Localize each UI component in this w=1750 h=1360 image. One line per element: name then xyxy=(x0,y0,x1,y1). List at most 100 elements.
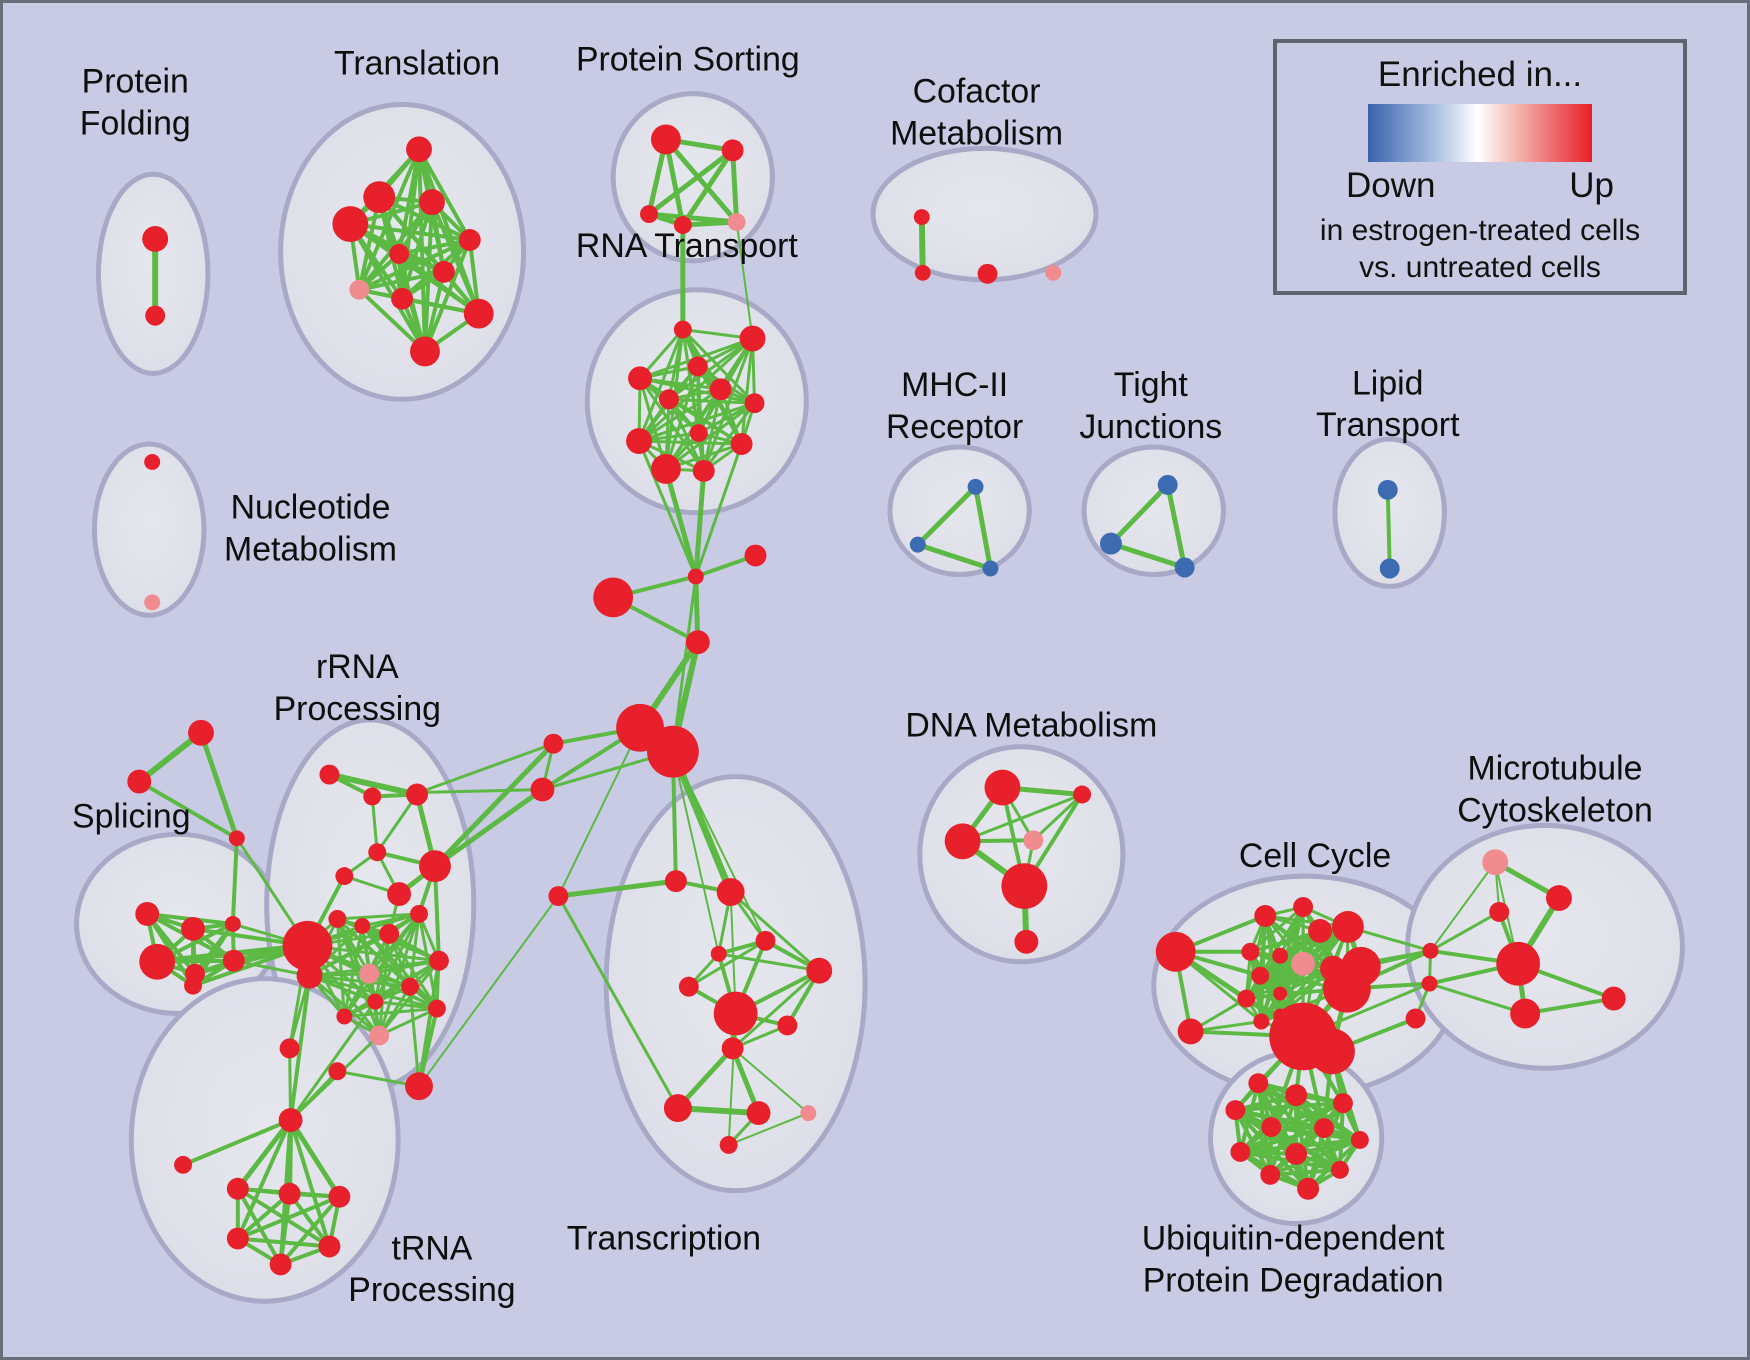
node-nm1 xyxy=(144,454,161,470)
edge-r25-tx1 xyxy=(555,878,679,899)
node-cc13 xyxy=(1323,964,1371,1013)
node-t7 xyxy=(432,260,455,283)
node-tj2 xyxy=(1100,532,1122,555)
node-t3 xyxy=(332,206,369,242)
node-hub0 xyxy=(282,920,333,971)
node-u7 xyxy=(1350,1131,1369,1149)
node-m7 xyxy=(1510,998,1541,1029)
node-tx3 xyxy=(710,945,727,962)
cluster-ellipse-mhc-ii-receptor xyxy=(887,444,1032,577)
node-cf1 xyxy=(913,209,930,226)
edge-mh1-mh3 xyxy=(973,484,993,571)
node-m4 xyxy=(1496,941,1541,986)
node-tx4 xyxy=(755,930,776,951)
cluster-label-cofactor-metabolism: Metabolism xyxy=(890,114,1063,152)
node-m3 xyxy=(1489,902,1510,922)
cluster-label-microtubule-cytoskeleton: Microtubule xyxy=(1468,750,1643,788)
edge-ch1-hub2 xyxy=(671,574,698,754)
edge-r22-r25 xyxy=(418,895,560,1088)
edge-r13-r15 xyxy=(408,912,421,989)
edge-tr2-tr5 xyxy=(287,1191,332,1249)
edge-ch6-r7 xyxy=(432,787,545,869)
node-r20 xyxy=(279,1038,300,1059)
node-cc18 xyxy=(1309,1028,1355,1075)
edge-tx3-tx5 xyxy=(717,952,821,973)
edge-r23-r24 xyxy=(181,1118,293,1167)
node-rt5 xyxy=(658,389,679,410)
node-cc14 xyxy=(1237,989,1256,1008)
edge-rt9-rt10 xyxy=(637,439,744,446)
node-tr5 xyxy=(318,1235,341,1258)
node-t4 xyxy=(419,189,445,216)
edge-t8-t11 xyxy=(357,287,427,354)
edge-t2-t8 xyxy=(357,147,422,292)
node-tx13 xyxy=(719,1135,738,1154)
node-rt2 xyxy=(739,325,766,352)
edge-t6-t10 xyxy=(397,251,481,316)
node-r22 xyxy=(405,1072,433,1101)
cluster-label-protein-sorting: Protein Sorting xyxy=(576,41,800,79)
node-rt9 xyxy=(626,428,652,455)
node-u10 xyxy=(1330,1160,1349,1179)
node-tr2 xyxy=(278,1182,301,1205)
node-tx5 xyxy=(806,957,833,984)
node-ch2 xyxy=(744,544,767,567)
node-tr1 xyxy=(226,1177,249,1200)
node-cc2 xyxy=(1177,1018,1204,1045)
node-t1 xyxy=(363,181,396,214)
edge-tj1-tj3 xyxy=(1165,482,1188,570)
node-hub2 xyxy=(647,725,699,778)
node-tx6 xyxy=(678,976,699,997)
legend-caption: in estrogen-treated cells vs. untreated … xyxy=(1320,212,1640,286)
node-tx9 xyxy=(721,1037,744,1060)
node-r15 xyxy=(401,977,420,996)
node-tj3 xyxy=(1174,557,1195,578)
edge-m5-m1 xyxy=(1429,861,1497,952)
edge-rt1-rt9 xyxy=(637,328,685,443)
edge-rt11-ch1 xyxy=(663,466,699,579)
cluster-label-rrna-processing: Processing xyxy=(274,690,441,728)
cluster-label-rrna-processing: rRNA xyxy=(316,648,399,686)
edge-spt1-spt3 xyxy=(198,730,240,841)
node-tx12 xyxy=(800,1105,817,1122)
cluster-label-rna-transport: RNA Transport xyxy=(576,227,798,265)
cluster-label-tight-junctions: Junctions xyxy=(1079,408,1222,446)
edge-t5-t6 xyxy=(397,237,472,256)
cluster-label-mhc-ii-receptor: MHC-II xyxy=(901,366,1008,404)
node-dn5 xyxy=(1001,863,1048,909)
edge-ps2-ps3 xyxy=(646,147,736,217)
nodes xyxy=(127,124,1626,1276)
node-nm2 xyxy=(144,594,161,611)
node-ch3 xyxy=(593,577,634,618)
edge-u3-u4 xyxy=(1233,1101,1345,1113)
cluster-label-mhc-ii-receptor: Receptor xyxy=(886,408,1023,446)
node-r6 xyxy=(387,882,412,906)
node-r13 xyxy=(410,905,428,923)
edge-ps5-rt2 xyxy=(735,221,754,340)
edge-tr4-tr5 xyxy=(235,1236,332,1249)
node-s3 xyxy=(224,915,241,932)
node-r21 xyxy=(328,1062,347,1081)
cluster-label-cofactor-metabolism: Cofactor xyxy=(913,73,1041,111)
node-r16 xyxy=(367,993,384,1010)
node-r19 xyxy=(369,1025,390,1046)
node-ps3 xyxy=(640,205,658,224)
edge-ch5-r7 xyxy=(432,741,556,869)
node-s1 xyxy=(135,902,160,926)
node-u11 xyxy=(1260,1164,1281,1185)
cluster-label-protein-folding: Protein xyxy=(82,63,189,101)
cluster-ellipse-microtubule-cytoskeleton xyxy=(1405,822,1685,1071)
edge-tr3-tr6 xyxy=(278,1194,342,1267)
node-r26 xyxy=(359,963,380,984)
edge-ch5-r8 xyxy=(417,742,555,794)
node-tr4 xyxy=(226,1227,249,1250)
node-tj1 xyxy=(1157,474,1178,495)
node-rt3 xyxy=(687,356,708,377)
edge-r23-tr3 xyxy=(288,1117,342,1200)
node-r9 xyxy=(296,962,323,989)
node-r18 xyxy=(336,1008,353,1025)
edge-hub1-r25 xyxy=(557,726,642,898)
edge-t3-t5 xyxy=(348,222,472,242)
